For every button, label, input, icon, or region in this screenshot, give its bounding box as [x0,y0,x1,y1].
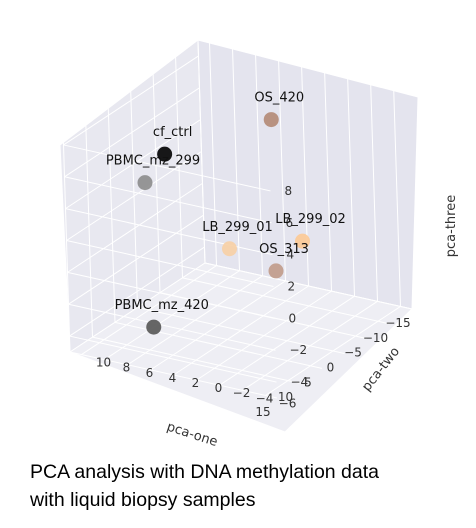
y-gridline-side [255,52,263,276]
x-tick-label: −15 [385,316,410,330]
y-gridline-floor [81,265,217,355]
data-point-label: OS_313 [259,242,309,257]
y-tick-label: 6 [146,366,154,380]
data-point-label: cf_ctrl [153,125,192,140]
y-tick-label: −2 [233,386,251,400]
y-gridline-floor [150,280,286,371]
y-tick-label: 0 [215,381,223,395]
y-gridline-floor [219,295,355,386]
y-gridline-side [370,78,378,302]
y-gridline-side [324,68,332,292]
y-gridline-side [393,83,401,307]
x-tick-label: −10 [363,331,388,345]
z-gridline-back [65,119,201,210]
z-gridline-side [65,208,273,256]
y-gridline-side [209,42,217,266]
z-gridline-side [64,176,272,224]
y-tick-label: 10 [96,356,111,370]
z-tick-label: −4 [291,375,309,389]
z-axis-label: pca-three [444,195,459,257]
z-tick-label: 2 [288,280,296,294]
y-tick-label: 4 [169,371,177,385]
y-gridline-floor [196,290,332,381]
z-gridline-side [67,271,275,319]
y-gridline-side [347,73,355,297]
y-gridline-floor [242,300,378,391]
data-point-label: LB_299_01 [202,220,273,235]
y-gridline-side [278,57,286,281]
z-gridline-side [68,303,276,351]
y-gridline-floor [173,285,309,376]
z-gridline-side [63,144,271,192]
z-gridline-back [69,246,205,337]
pca-3d-scatter-figure: −15 −10 −5 0 5 10 15 −6 −4 −2 0 2 4 6 8 10 −4 −2 0 2 4 6 8 pca… [59,39,459,451]
x-tick-label: 15 [255,405,270,419]
z-gridline-back [63,55,199,146]
data-point-label: PBMC_mz_299 [106,154,200,169]
data-point [295,233,310,249]
z-tick-label: 4 [287,248,295,262]
data-point-label: OS_420 [254,91,304,106]
figure-caption: PCA analysis with DNA methylation data w… [30,458,470,514]
y-gridline-floor [265,306,401,396]
y-gridline-floor [104,270,240,361]
z-tick-label: 8 [285,184,293,198]
z-gridline-side [66,240,274,287]
data-point-labels: OS_420 PBMC_mz_299 cf_ctrl OS_313 LB_299_01L… [106,91,346,314]
z-gridline-back [64,87,200,178]
x-tick-label: 5 [304,375,312,389]
y-gridline-side [232,47,240,271]
x-tick-label: −5 [344,346,362,360]
data-point-label: LB_299_02 [275,212,346,227]
y-tick-label: −6 [279,396,297,410]
data-point [263,112,279,128]
x-tick-label: 10 [278,390,293,404]
y-tick-label: −4 [256,391,274,405]
grid-lines [62,39,413,399]
data-point [222,241,237,257]
z-gridline-side [69,335,277,383]
y-tick-label: 2 [192,376,200,390]
z-gridline-back [66,151,202,241]
data-point [137,175,153,191]
z-tick-label: −2 [290,343,308,357]
z-gridline-back [68,214,204,305]
data-point [268,263,284,279]
caption-line-2: with liquid biopsy samples [30,489,256,511]
y-gridline-floor [127,275,263,366]
caption-line-1: PCA analysis with DNA methylation data [30,461,380,483]
x-tick-label: 0 [327,361,335,375]
y-tick-label: 8 [123,361,131,375]
data-point [157,146,173,162]
y-gridline-side [301,62,309,287]
data-point [146,319,162,335]
x-axis-label: pca-one [165,420,220,450]
z-gridline-back [67,182,203,273]
z-tick-label: 6 [286,216,294,230]
data-point-label: PBMC_mz_420 [115,298,209,313]
data-points [137,112,310,335]
z-tick-label: 0 [289,311,297,325]
